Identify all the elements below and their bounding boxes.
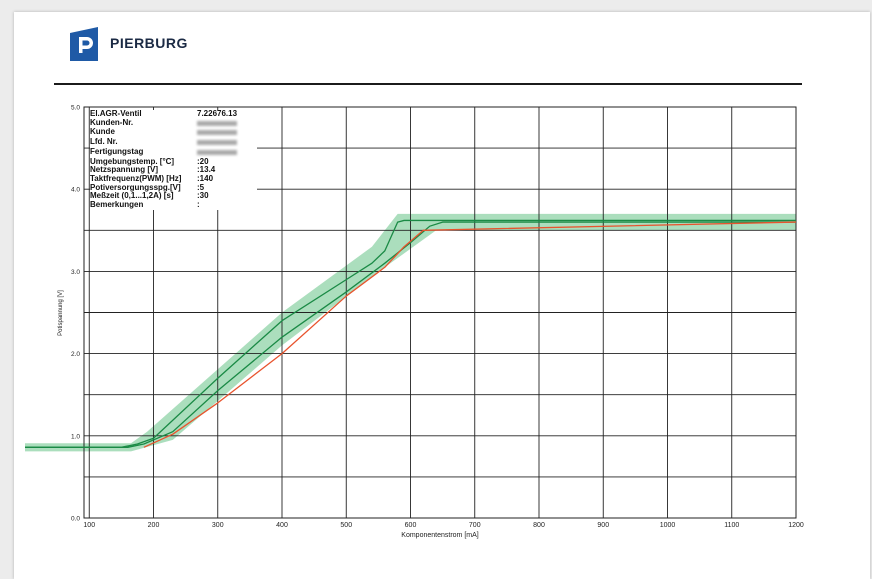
- y-tick-label: 5.0: [71, 105, 80, 112]
- info-row: Lfd. Nr.: [90, 137, 257, 148]
- info-value: 7.22676.13: [197, 109, 238, 118]
- x-tick-label: 200: [148, 522, 160, 529]
- info-row: Fertigungstag: [90, 146, 257, 158]
- series-layer: [25, 219, 797, 448]
- info-label: Umgebungstemp. [°C]: [90, 156, 175, 166]
- redacted-value: [197, 119, 257, 129]
- y-tick-label: 2.0: [71, 351, 80, 358]
- x-tick-label: 900: [597, 522, 609, 529]
- pierburg-logo-icon: [70, 27, 98, 61]
- brand-name: PIERBURG: [110, 35, 188, 51]
- x-tick-label: 400: [276, 522, 288, 529]
- info-row: El.AGR-Ventil 7.22676.13: [90, 109, 257, 119]
- series-line: [143, 221, 797, 448]
- test-parameters-table: El.AGR-Ventil 7.22676.13 Kunden-Nr. Kunde Lf…: [90, 109, 257, 210]
- tick-label-layer: 100 200 300 400 500 600 700 800 900 1000 1100 1200 0…: [71, 105, 804, 530]
- x-tick-label: 1100: [724, 522, 739, 529]
- x-tick-label: 300: [212, 522, 224, 529]
- redaction-blur: [197, 149, 237, 155]
- x-tick-label: 1200: [788, 522, 804, 529]
- y-axis-label: Potispannung [V]: [58, 290, 64, 336]
- redacted-value: [197, 128, 257, 138]
- x-tick-label: 1000: [660, 522, 676, 529]
- redaction-blur: [197, 130, 237, 136]
- y-tick-label: 0.0: [71, 516, 80, 523]
- info-label: Meßzeit (0,1...1,2A) [s]: [90, 191, 174, 201]
- info-label: Netzspannung [V]: [90, 165, 158, 175]
- info-row: Potiversorgungsspg.[V] :5: [90, 182, 257, 193]
- y-tick-label: 4.0: [71, 187, 80, 194]
- info-value: :: [197, 200, 200, 210]
- x-tick-label: 100: [83, 522, 95, 529]
- x-tick-label: 800: [533, 522, 545, 529]
- info-row: Netzspannung [V] :13.4: [90, 166, 257, 175]
- info-label: Potiversorgungsspg.[V]: [90, 182, 181, 192]
- series-line: [25, 219, 796, 448]
- info-label: Taktfrequenz(PWM) [Hz]: [90, 173, 182, 183]
- info-value: :5: [197, 182, 205, 192]
- info-row: Taktfrequenz(PWM) [Hz] :140: [90, 173, 257, 184]
- info-value: :140: [197, 173, 214, 183]
- info-value: :13.4: [197, 165, 216, 175]
- info-row: Umgebungstemp. [°C] :20: [90, 156, 257, 167]
- info-value: :30: [197, 191, 209, 201]
- info-label: Kunde: [90, 127, 115, 137]
- info-row: Bemerkungen:: [90, 200, 257, 210]
- x-tick-label: 500: [340, 522, 352, 529]
- info-row: Meßzeit (0,1...1,2A) [s] :30: [90, 192, 257, 201]
- redaction-blur: [197, 140, 237, 146]
- pierburg-logo: PIERBURG: [68, 27, 268, 67]
- y-tick-label: 1.0: [71, 433, 80, 440]
- info-label: Kunden-Nr.: [90, 117, 134, 127]
- info-label: El.AGR-Ventil: [90, 109, 142, 118]
- x-tick-label: 600: [405, 522, 417, 529]
- header-divider: [54, 83, 802, 85]
- info-label: Bemerkungen: [90, 200, 144, 210]
- info-label: Lfd. Nr.: [90, 137, 118, 147]
- y-tick-label: 3.0: [71, 269, 80, 276]
- redaction-blur: [197, 120, 237, 126]
- info-row: Kunden-Nr.: [90, 117, 257, 129]
- redacted-value: [197, 148, 257, 158]
- info-value: :20: [197, 156, 209, 166]
- info-row: Kunde: [90, 128, 257, 138]
- info-label: Fertigungstag: [90, 146, 144, 156]
- redacted-value: [197, 138, 257, 148]
- series-line: [25, 221, 796, 448]
- x-tick-label: 700: [469, 522, 481, 529]
- x-axis-label: Komponentenstrom [mA]: [401, 532, 478, 539]
